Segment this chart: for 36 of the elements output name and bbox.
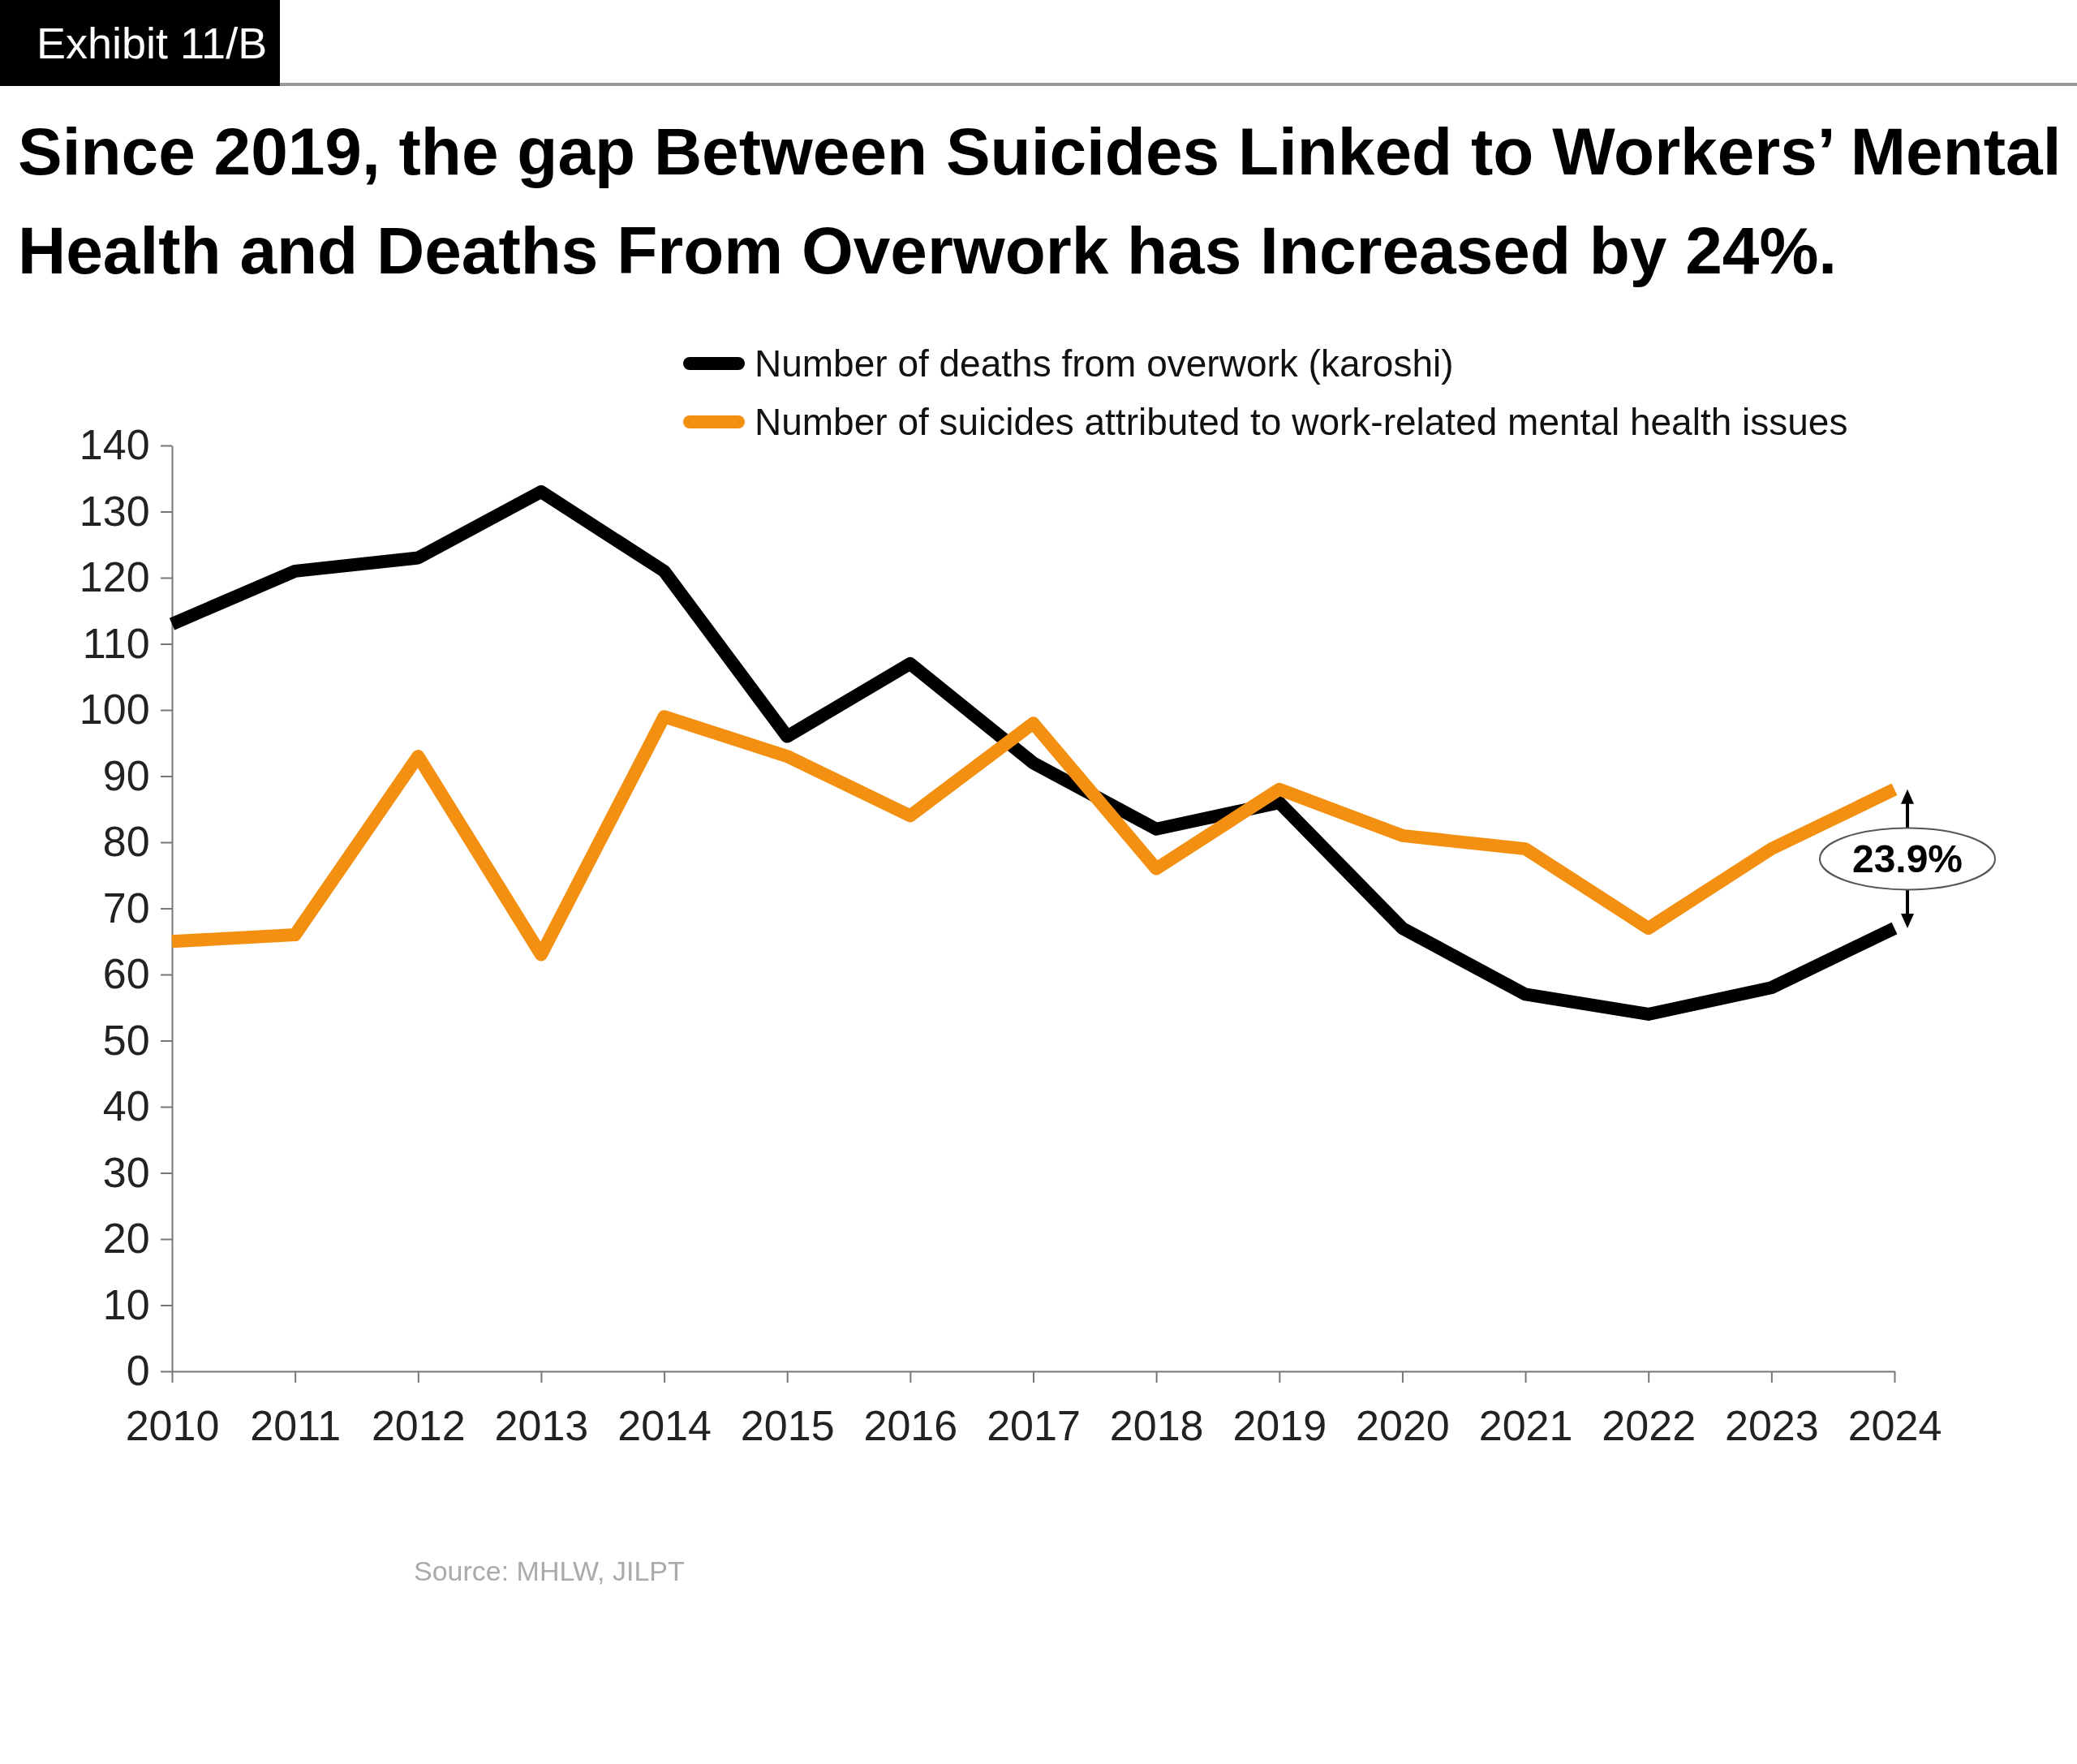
x-tick-label: 2012 [371,1401,466,1449]
y-tick-label: 120 [79,553,150,601]
y-tick-label: 20 [102,1215,150,1263]
x-tick-label: 2016 [863,1401,958,1449]
legend-label: Number of suicides attributed to work-related mental health issues [755,401,1848,443]
x-tick-label: 2018 [1109,1401,1204,1449]
x-tick-label: 2013 [494,1401,589,1449]
y-tick-label: 60 [102,950,150,998]
x-tick-label: 2014 [617,1401,712,1449]
y-tick-label: 30 [102,1148,150,1196]
y-tick-label: 10 [102,1280,150,1328]
y-tick-label: 100 [79,686,150,734]
annotation: 23.9% [1851,837,1963,881]
x-tick-label: 2015 [740,1401,835,1449]
x-tick-label: 2020 [1356,1401,1450,1449]
x-tick-label: 2024 [1847,1401,1942,1449]
y-tick-label: 40 [102,1082,150,1130]
x-tick-label: 2021 [1478,1401,1573,1449]
y-tick-label: 0 [126,1347,150,1395]
source-note: Source: MHLW, JILPT [414,1555,685,1586]
y-tick-label: 110 [82,619,150,667]
y-tick-label: 140 [79,421,150,469]
y-tick-label: 50 [102,1016,150,1064]
y-tick-label: 70 [102,884,150,931]
y-tick-label: 90 [102,751,150,799]
y-tick-label: 130 [79,487,150,535]
y-tick-label: 80 [102,818,150,866]
x-tick-label: 2023 [1725,1401,1819,1449]
legend-label: Number of deaths from overwork (karoshi) [755,342,1454,385]
x-tick-label: 2010 [125,1401,220,1449]
chart-subtitle: Exhibit 11/B [37,19,268,67]
x-tick-label: 2011 [250,1401,342,1449]
x-tick-label: 2017 [987,1401,1081,1449]
x-tick-label: 2019 [1232,1401,1327,1449]
chart-title: Since 2019, the gap Between Suicides Linked to Workers’ Mental Health and Deaths From Overwork has Increased by 24%. [18,114,2062,287]
x-tick-label: 2022 [1602,1401,1696,1449]
